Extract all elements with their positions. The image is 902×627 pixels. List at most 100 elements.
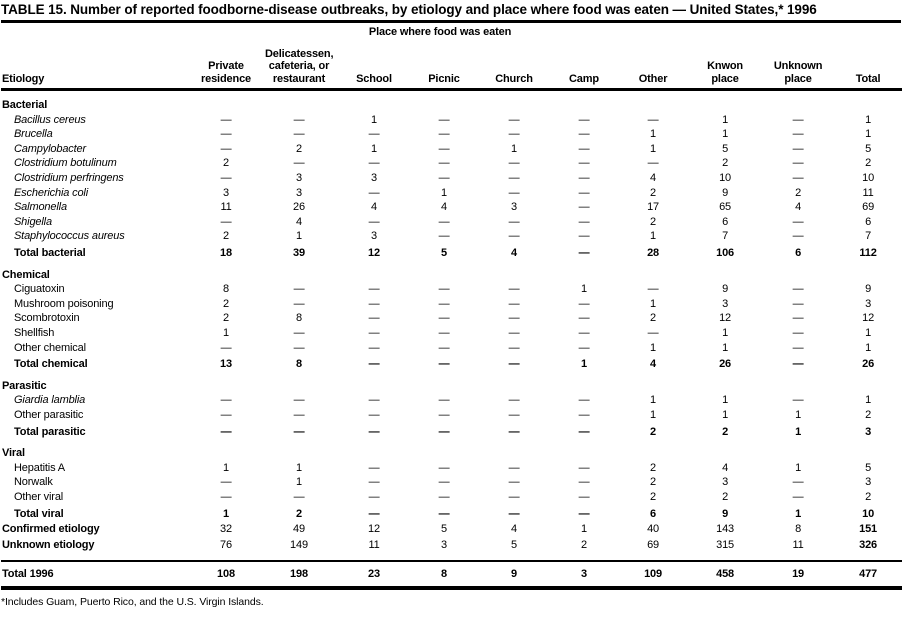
value-cell: — [792,341,804,354]
value-cell: 8 [795,523,802,536]
value-cell: 12 [719,312,732,325]
value-cell: 1 [795,408,802,421]
value-cell: — [368,327,380,339]
value-cell: 4 [371,201,377,214]
value-cell: — [792,113,804,126]
value-cell: 69 [862,201,875,214]
value-cell: 39 [293,247,305,260]
table-row: Clostridium perfringens — 3 3 — — — 4 10 — 10 [1,171,902,186]
value-cell: — [508,230,520,243]
value-cell: 11 [368,538,380,551]
value-cell: — [368,312,380,325]
column-header-unknown-place: Unknown place [763,44,834,92]
value-cell: 12 [862,312,875,325]
column-header-church: Church [479,44,549,92]
value-cell: 3 [722,476,729,489]
value-cell: 1 [795,425,802,438]
value-cell: — [293,394,305,407]
section-label: Chemical [2,268,50,281]
value-cell: — [578,490,590,503]
value-cell: 5 [865,142,872,155]
table-row: Total bacterial 18 39 12 5 4 — 28 106 6 112 [1,244,902,261]
value-cell: 12 [368,247,380,260]
value-cell: 108 [193,560,259,588]
value-cell: — [578,312,590,325]
row-label: Other viral [14,490,64,503]
spanner-spacer [1,25,193,45]
value-cell: 2 [722,425,729,438]
value-cell: — [368,297,380,310]
value-cell: — [368,490,380,503]
value-cell: 17 [647,201,659,214]
value-cell: — [508,461,520,474]
value-cell: — [508,507,520,520]
value-cell: 3 [223,186,229,199]
value-cell: — [792,327,804,339]
value-cell: — [508,283,520,296]
row-label: Norwalk [14,476,53,489]
value-cell: — [578,128,590,141]
table-row: Brucella — — — — — — 1 1 — 1 [1,127,902,142]
value-cell: 3 [865,297,872,310]
value-cell: — [220,215,232,228]
value-cell: 1 [371,142,377,155]
value-cell: 3 [865,425,872,438]
spacer-row [1,552,902,561]
value-cell: — [647,327,659,339]
value-cell: — [438,297,450,310]
value-cell: — [508,172,520,185]
value-cell: 4 [296,215,302,228]
value-cell: — [508,394,520,407]
value-cell: — [293,157,305,170]
value-cell: 5 [441,523,447,536]
value-cell: — [578,425,590,438]
value-cell: 2 [650,476,657,489]
section-label: Viral [2,447,25,460]
value-cell: — [792,476,804,489]
value-cell: 7 [865,230,872,243]
table-row: Clostridium botulinum 2 — — — — — — 2 — 2 [1,156,902,171]
value-cell: — [578,327,590,339]
value-cell: — [792,490,804,503]
row-label: Shellfish [14,327,55,339]
column-header-etiology: Etiology [1,44,193,92]
value-cell: 106 [716,247,735,260]
value-cell: — [508,341,520,354]
value-cell: — [578,297,590,310]
value-cell: — [438,490,450,503]
value-cell: — [368,408,380,421]
row-label: Clostridium botulinum [14,157,117,170]
value-cell: 2 [223,297,229,310]
table-row: Giardia lamblia — — — — — — 1 1 — 1 [1,393,902,408]
value-cell: 198 [259,560,339,588]
row-label: Total 1996 [1,560,193,588]
row-label: Other parasitic [14,408,84,421]
value-cell: 1 [223,507,229,520]
value-cell: 8 [223,283,229,296]
value-cell: — [438,113,450,126]
value-cell: 4 [795,201,802,214]
value-cell: — [508,113,520,126]
value-cell: — [792,358,804,371]
value-cell: 1 [511,142,517,155]
value-cell: 9 [865,283,872,296]
value-cell: 18 [220,247,232,260]
value-cell: 1 [223,461,229,474]
value-cell: — [438,312,450,325]
value-cell: 2 [722,157,729,170]
value-cell: — [792,172,804,185]
outbreaks-table: Place where food was eaten Etiology Priv… [1,25,902,590]
value-cell: 2 [296,142,302,155]
value-cell: 4 [650,172,657,185]
value-cell: — [220,425,232,438]
value-cell: — [578,476,590,489]
value-cell: — [293,327,305,339]
value-cell: — [792,128,804,141]
table-row: Mushroom poisoning 2 — — — — — 1 3 — 3 [1,297,902,312]
value-cell: 4 [650,358,657,371]
value-cell: 6 [722,215,729,228]
value-cell: — [792,215,804,228]
value-cell: — [647,113,659,126]
table-row: Other parasitic — — — — — — 1 1 1 2 [1,408,902,423]
value-cell: 3 [296,186,302,199]
